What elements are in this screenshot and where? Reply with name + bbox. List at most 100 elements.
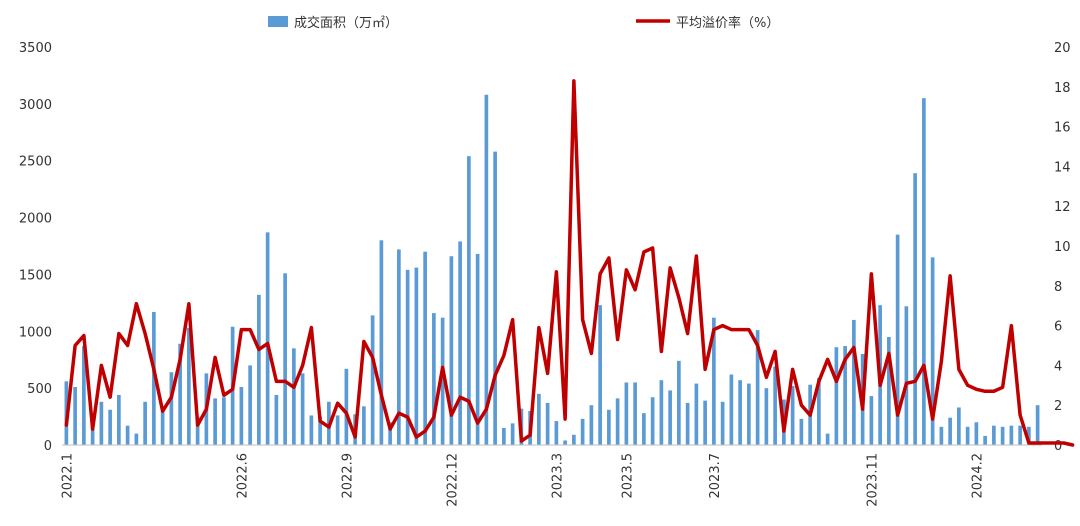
bar <box>712 317 716 445</box>
y-right-tick-label: 0 <box>1054 439 1062 454</box>
bar <box>799 418 804 445</box>
bar <box>265 232 270 445</box>
bar <box>703 400 707 445</box>
y-right-tick-label: 4 <box>1054 359 1062 374</box>
bar <box>143 401 147 445</box>
y-left-tick-label: 500 <box>27 382 52 397</box>
bar <box>633 382 637 445</box>
bar <box>720 401 725 445</box>
bar <box>484 94 489 445</box>
bar <box>922 98 926 446</box>
bar <box>388 422 392 445</box>
x-tick-label: 2023.11 <box>865 453 880 507</box>
bar <box>344 368 349 445</box>
bar <box>449 256 454 445</box>
bar <box>187 327 191 445</box>
bar <box>668 390 672 445</box>
bar <box>607 409 611 445</box>
bar <box>125 425 130 445</box>
y-right-tick-label: 8 <box>1054 280 1062 295</box>
legend-bar-label: 成交面积（万㎡） <box>294 15 398 31</box>
bar <box>790 385 795 445</box>
bar <box>598 305 602 445</box>
bar <box>974 422 979 445</box>
bar <box>825 433 830 445</box>
bar <box>283 273 287 445</box>
bar <box>82 346 86 445</box>
x-tick-label: 2022.12 <box>445 453 460 507</box>
bar <box>493 151 497 445</box>
bar <box>659 380 664 445</box>
y-right-tick-label: 6 <box>1054 320 1062 335</box>
bar <box>274 394 279 445</box>
y-right-tick-label: 20 <box>1054 41 1071 56</box>
x-tick-label: 2023.5 <box>620 453 635 499</box>
y-right-tick-label: 16 <box>1054 121 1071 136</box>
bar <box>379 240 384 445</box>
legend-bar-swatch <box>268 16 288 27</box>
y-right-tick-label: 14 <box>1054 160 1071 175</box>
bar <box>572 434 576 445</box>
x-tick-label: 2023.7 <box>708 453 723 499</box>
y-left-tick-label: 1000 <box>19 325 52 340</box>
x-tick-label: 2022.9 <box>340 453 355 499</box>
x-tick-label: 2024.2 <box>970 453 985 499</box>
bar <box>729 374 734 445</box>
y-right-tick-label: 2 <box>1054 399 1062 414</box>
bar <box>965 426 970 445</box>
bar <box>738 380 742 445</box>
bar <box>554 421 559 445</box>
bar <box>108 409 112 445</box>
bar <box>992 425 996 445</box>
y-left-tick-label: 1500 <box>19 268 52 283</box>
bar <box>642 413 646 445</box>
bar <box>939 426 944 445</box>
y-right-tick-label: 12 <box>1054 200 1071 215</box>
bar <box>983 435 987 445</box>
bar <box>948 417 952 445</box>
bar <box>615 398 620 445</box>
x-axis-labels: 2022.1 2022.6 2022.9 2022.12 2023.3 2023.5 202… <box>60 453 985 507</box>
bar <box>248 365 252 445</box>
y-left-tick-label: 2500 <box>19 155 52 170</box>
bar <box>764 388 769 445</box>
bar <box>335 415 340 445</box>
bar <box>300 373 305 445</box>
bar <box>405 269 410 445</box>
bar <box>685 402 690 445</box>
y-right-tick-label: 18 <box>1054 81 1071 96</box>
x-tick-label: 2023.3 <box>550 453 565 499</box>
bar <box>370 315 375 445</box>
bar <box>318 416 322 445</box>
y-left-tick-label: 3500 <box>19 41 52 56</box>
legend: 成交面积（万㎡） 平均溢价率（%） <box>268 15 779 31</box>
bar <box>257 294 261 445</box>
x-tick-label: 2022.1 <box>60 453 75 499</box>
bar <box>134 433 139 445</box>
bar <box>545 402 550 445</box>
bar <box>904 306 909 445</box>
bar <box>178 343 182 445</box>
bar <box>930 257 935 445</box>
bar <box>755 330 760 445</box>
bar <box>502 427 506 445</box>
bar <box>580 418 585 445</box>
x-tick-label: 2022.6 <box>235 453 250 499</box>
bar <box>195 416 200 445</box>
y-axis-left: 0 500 1000 1500 2000 2500 3000 3500 <box>19 41 52 454</box>
bar <box>869 396 874 445</box>
bar <box>895 234 900 445</box>
bar <box>537 393 541 445</box>
bar <box>73 387 77 445</box>
bar <box>1000 426 1005 445</box>
bar <box>887 336 891 445</box>
y-left-tick-label: 2000 <box>19 212 52 227</box>
bar <box>1009 425 1014 445</box>
y-left-tick-label: 0 <box>44 439 52 454</box>
bar <box>589 405 594 445</box>
y-left-tick-label: 3000 <box>19 98 52 113</box>
premium-rate-line <box>64 79 1075 447</box>
bar <box>239 387 244 445</box>
bar <box>152 311 156 445</box>
